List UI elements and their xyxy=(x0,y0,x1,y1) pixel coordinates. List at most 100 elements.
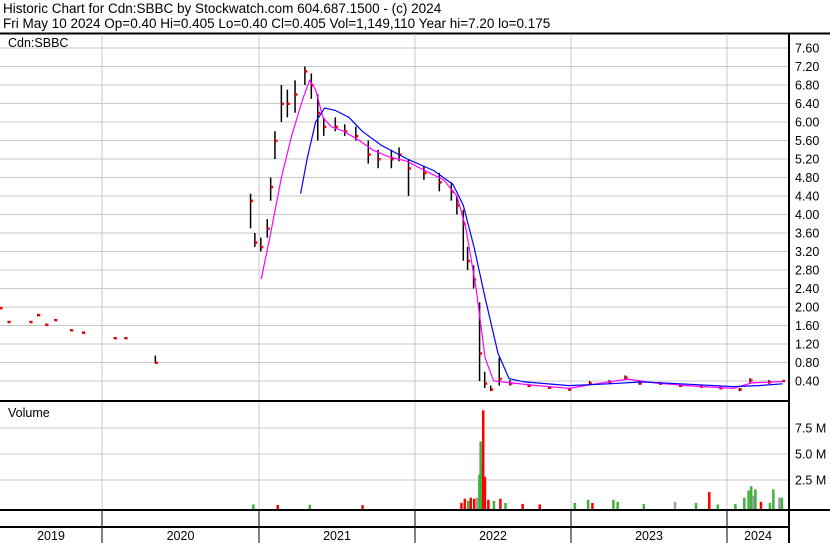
price-tick-label: 0.40 xyxy=(795,375,819,389)
volume-label: Volume xyxy=(8,406,50,420)
close-mark xyxy=(782,379,785,383)
close-mark xyxy=(456,204,460,207)
close-mark xyxy=(287,102,290,105)
volume-tick-label: 7.5 M xyxy=(795,422,826,436)
close-mark xyxy=(490,388,494,391)
volume-bar xyxy=(734,503,737,509)
volume-bar xyxy=(460,502,463,509)
close-mark xyxy=(391,158,394,161)
volume-bar xyxy=(473,498,476,509)
volume-bar xyxy=(694,502,698,509)
price-tick-label: 6.80 xyxy=(795,79,819,93)
price-tick-label: 6.40 xyxy=(795,97,819,111)
close-mark xyxy=(270,185,274,189)
price-tick-label: 7.60 xyxy=(795,42,819,56)
close-mark xyxy=(484,382,488,385)
volume-bar xyxy=(504,502,507,509)
volume-bar xyxy=(487,499,490,509)
year-label: 2019 xyxy=(37,529,65,543)
price-tick-label: 3.20 xyxy=(795,245,819,259)
volume-bar xyxy=(479,441,482,509)
close-mark xyxy=(267,227,270,230)
price-tick-label: 2.80 xyxy=(795,264,819,278)
close-mark xyxy=(8,320,11,324)
close-mark xyxy=(548,386,552,389)
year-label: 2022 xyxy=(479,529,507,543)
close-mark xyxy=(125,336,128,340)
volume-bar xyxy=(586,499,590,509)
chart-title: Historic Chart for Cdn:SBBC by Stockwatc… xyxy=(3,1,442,16)
close-mark xyxy=(114,336,117,340)
price-tick-label: 7.20 xyxy=(795,60,819,74)
volume-bar xyxy=(499,498,502,509)
close-mark xyxy=(37,313,41,317)
volume-bar xyxy=(476,497,479,509)
close-mark xyxy=(467,259,471,263)
volume-bar xyxy=(483,476,487,509)
price-tick-label: 5.60 xyxy=(795,134,819,148)
close-mark xyxy=(423,171,427,175)
grid xyxy=(0,34,789,510)
volume-bar xyxy=(642,503,646,509)
close-mark xyxy=(155,361,158,364)
price-tick-label: 5.20 xyxy=(795,153,819,167)
year-label: 2021 xyxy=(323,529,351,543)
volume-bar xyxy=(780,497,784,509)
price-tick-label: 1.20 xyxy=(795,338,819,352)
price-tick-label: 1.60 xyxy=(795,319,819,333)
volume-bar xyxy=(573,502,577,509)
volume-bar xyxy=(759,501,763,509)
volume-bar xyxy=(772,489,775,509)
volume-bar xyxy=(361,505,364,509)
quote-line: Fri May 10 2024 Op=0.40 Hi=0.405 Lo=0.40… xyxy=(3,16,550,31)
long-moving-average-line xyxy=(300,107,783,388)
volume-bar xyxy=(612,499,615,509)
volume-bar xyxy=(752,495,755,509)
close-mark xyxy=(30,320,33,324)
volume-bar xyxy=(708,491,711,509)
volume-bar xyxy=(747,490,750,509)
volume-bar xyxy=(673,501,677,509)
volume-bar xyxy=(616,501,619,509)
volume-bar xyxy=(749,486,753,509)
volume-bar xyxy=(521,503,524,509)
close-mark xyxy=(569,388,572,391)
price-tick-label: 2.00 xyxy=(795,301,819,315)
volume-bar xyxy=(276,504,280,509)
volume-tick-label: 2.5 M xyxy=(795,474,826,488)
close-mark xyxy=(528,384,531,388)
price-tick-label: 0.80 xyxy=(795,356,819,370)
close-mark xyxy=(739,388,742,391)
close-mark xyxy=(408,167,412,170)
close-mark xyxy=(344,130,348,133)
close-mark xyxy=(0,306,3,310)
price-tick-label: 6.00 xyxy=(795,116,819,130)
close-mark xyxy=(479,352,483,355)
close-mark xyxy=(368,153,371,156)
close-mark xyxy=(274,139,278,142)
price-series xyxy=(0,66,785,392)
year-label: 2024 xyxy=(744,529,772,543)
price-tick-label: 3.60 xyxy=(795,227,819,241)
volume-bar xyxy=(778,497,781,509)
close-mark xyxy=(250,199,254,203)
close-mark xyxy=(355,134,359,138)
price-tick-label: 4.00 xyxy=(795,208,819,222)
close-mark xyxy=(589,382,593,385)
volume-bar xyxy=(463,498,467,509)
volume-bar xyxy=(480,463,484,509)
volume-bar xyxy=(481,410,485,509)
volume-bar xyxy=(754,489,757,509)
close-mark xyxy=(54,318,58,322)
year-label: 2023 xyxy=(635,529,663,543)
close-mark xyxy=(499,377,502,381)
close-mark xyxy=(439,181,442,184)
close-mark xyxy=(317,111,321,115)
close-mark xyxy=(625,376,628,379)
close-mark xyxy=(82,331,86,334)
volume-tick-label: 5.0 M xyxy=(795,448,826,462)
price-tick-label: 4.40 xyxy=(795,190,819,204)
close-mark xyxy=(281,102,284,105)
close-mark xyxy=(679,384,683,388)
volume-bar xyxy=(591,502,594,509)
